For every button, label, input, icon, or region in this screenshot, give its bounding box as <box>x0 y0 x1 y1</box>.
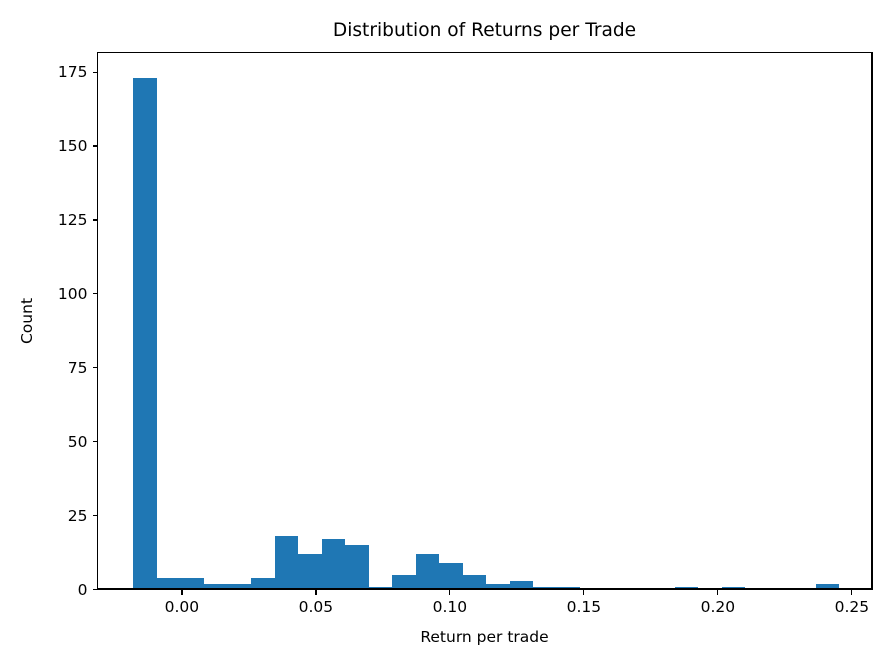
chart-title: Distribution of Returns per Trade <box>332 20 637 41</box>
x-tick-mark <box>851 589 853 595</box>
x-axis-label: Return per trade <box>420 628 549 646</box>
x-tick-label: 0.10 <box>432 597 468 616</box>
y-axis-line <box>96 51 99 591</box>
histogram-bar <box>815 583 840 590</box>
x-tick-label: 0.25 <box>834 597 870 616</box>
histogram-bar <box>345 545 369 590</box>
plot-area: 0.00 0.05 0.10 0.15 0.20 0.25 0 25 50 75 100 125 150… <box>58 51 873 616</box>
y-tick-label: 75 <box>67 358 88 377</box>
y-tick-mark <box>92 514 98 517</box>
y-axis-label: Count <box>18 297 36 345</box>
y-tick-mark <box>92 219 98 221</box>
y-tick-label: 150 <box>57 137 88 156</box>
y-tick-label: 0 <box>77 580 88 599</box>
x-tick-mark <box>449 589 451 595</box>
y-tick-label: 100 <box>57 284 88 303</box>
histogram-bar <box>392 574 416 590</box>
y-tick-label: 50 <box>67 432 88 451</box>
right-spine <box>871 51 873 591</box>
histogram-bar <box>415 554 440 590</box>
histogram-bar <box>674 586 699 590</box>
y-tick-mark <box>92 71 98 73</box>
histogram-bar <box>204 583 228 590</box>
histogram-bar <box>462 574 487 590</box>
x-tick-label: 0.15 <box>566 597 602 616</box>
x-tick-mark <box>583 589 585 595</box>
y-tick-mark <box>92 441 98 443</box>
y-tick-label: 25 <box>67 506 88 525</box>
x-tick-label: 0.20 <box>700 597 736 616</box>
y-tick-mark <box>92 588 98 591</box>
histogram-bar <box>133 78 157 590</box>
histogram-bar <box>321 539 346 590</box>
histogram-bar <box>486 583 510 590</box>
histogram-bar <box>556 586 581 590</box>
y-tick-label: 175 <box>57 63 88 82</box>
x-tick-mark <box>315 589 317 595</box>
histogram-bar <box>298 554 322 590</box>
histogram-bar <box>251 577 275 590</box>
histogram-bar <box>156 577 181 590</box>
x-tick-label: 0.00 <box>164 597 200 616</box>
x-axis-line <box>96 588 873 590</box>
histogram-bar <box>227 583 252 590</box>
histogram-bar <box>368 586 393 590</box>
histogram-bar <box>721 586 746 590</box>
x-tick-label: 0.05 <box>298 597 334 616</box>
top-spine <box>96 51 873 54</box>
y-tick-mark <box>92 145 98 147</box>
histogram-bar <box>180 577 204 590</box>
histogram-bar <box>274 536 299 590</box>
x-tick-mark <box>181 589 183 595</box>
histogram-bar <box>439 562 463 590</box>
histogram-bar <box>509 580 534 590</box>
y-tick-label: 125 <box>57 210 88 229</box>
y-tick-mark <box>92 293 98 295</box>
histogram-bar <box>533 586 557 590</box>
y-tick-mark <box>92 367 98 369</box>
x-tick-mark <box>717 589 719 595</box>
